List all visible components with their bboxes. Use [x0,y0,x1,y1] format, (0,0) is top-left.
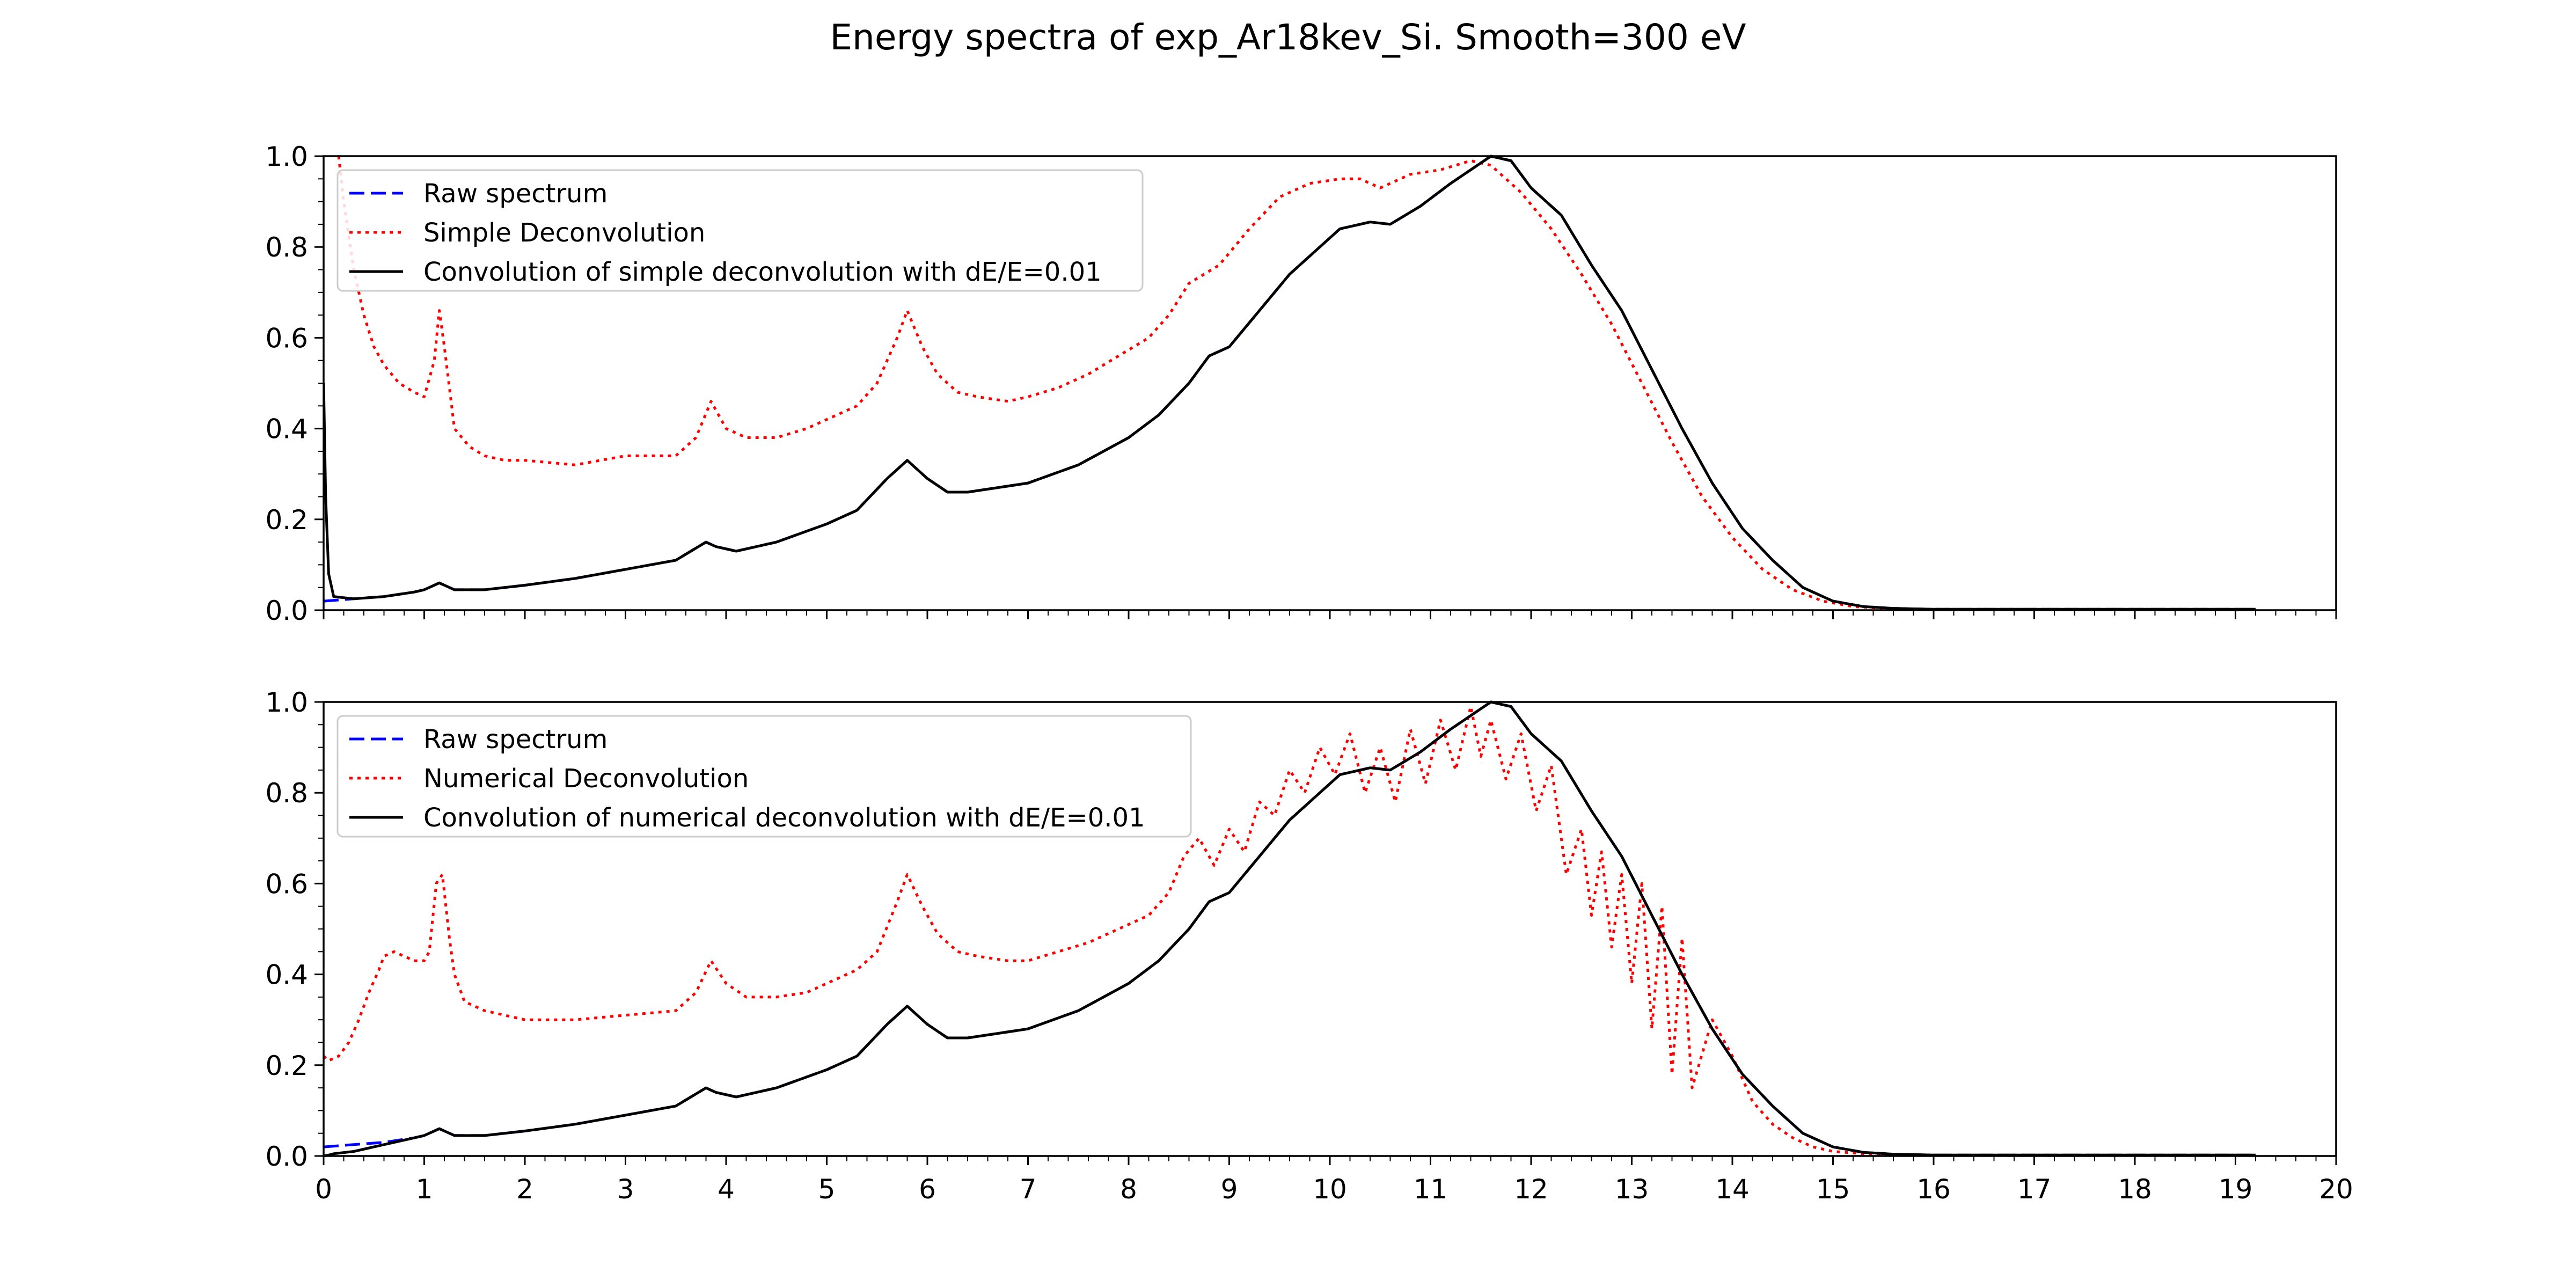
y-tick-label: 1.0 [265,687,308,718]
x-tick-label: 5 [818,1174,836,1205]
series-line-dotted-2 [337,156,2256,611]
x-tick-label: 13 [1615,1174,1649,1205]
y-tick-label: 0.2 [265,1050,308,1081]
legend-label: Raw spectrum [423,724,608,755]
y-tick-label: 0.4 [265,414,308,445]
x-tick-label: 7 [1020,1174,1037,1205]
series-lines [324,700,2256,1157]
legend: Raw spectrum Simple Deconvolution Convolut… [336,169,1144,292]
series-line-dotted-2 [324,705,2256,1157]
x-tick-label: 4 [718,1174,735,1205]
x-tick-label: 3 [617,1174,634,1205]
y-tick-label: 0.0 [265,1141,308,1172]
x-tick-label: 8 [1120,1174,1137,1205]
x-tick-label: 19 [2219,1174,2253,1205]
legend-label: Raw spectrum [423,179,608,209]
x-tick-label: 12 [1514,1174,1548,1205]
x-tick-label: 6 [919,1174,936,1205]
y-tick-label: 0.8 [265,232,308,263]
y-tick-label: 0.6 [265,323,308,354]
series-line-solid-3 [324,700,2256,1157]
x-tick-label: 20 [2319,1174,2353,1205]
legend-label: Convolution of simple deconvolution with… [423,257,1102,287]
legend: Raw spectrum Numerical Deconvolution Convo… [336,715,1192,838]
x-tick-label: 2 [516,1174,533,1205]
legend-label: Numerical Deconvolution [423,764,749,794]
x-tick-label: 11 [1414,1174,1448,1205]
x-tick-label: 15 [1816,1174,1850,1205]
x-tick-label: 9 [1221,1174,1238,1205]
chart-panels: 0.0 0.2 0.4 0.6 0.8 1.0 Raw spectrum Simple Dec… [265,141,2353,1205]
legend-label: Simple Deconvolution [423,218,705,248]
legend-box [336,715,1192,838]
x-tick-label: 16 [1916,1174,1951,1205]
legend-label: Convolution of numerical deconvolution w… [423,803,1145,833]
chart-panel-1: 0.0 0.2 0.4 0.6 0.8 1.0 Raw spectrum Simple Dec… [265,141,2337,626]
y-tick-label: 0.0 [265,595,308,626]
y-tick-label: 0.4 [265,960,308,991]
y-tick-label: 0.6 [265,868,308,899]
x-tick-label: 14 [1715,1174,1750,1205]
chart-panel-2: 0 1 2 3 4 5 6 7 8 9 10 11 12 13 14 15 16 17 18 19 200.00.20.… [265,687,2353,1205]
y-tick-label: 0.2 [265,504,308,536]
figure-title: Energy spectra of exp_Ar18kev_Si. Smooth… [830,17,1746,58]
series-line-solid-3 [324,155,2256,611]
x-tick-label: 1 [416,1174,433,1205]
x-tick-label: 10 [1313,1174,1347,1205]
x-tick-label: 17 [2017,1174,2052,1205]
y-tick-label: 0.8 [265,778,308,809]
x-tick-label: 18 [2118,1174,2152,1205]
series-lines [324,155,2256,611]
x-tick-label: 0 [315,1174,332,1205]
y-tick-label: 1.0 [265,141,308,172]
legend-box [336,169,1144,292]
